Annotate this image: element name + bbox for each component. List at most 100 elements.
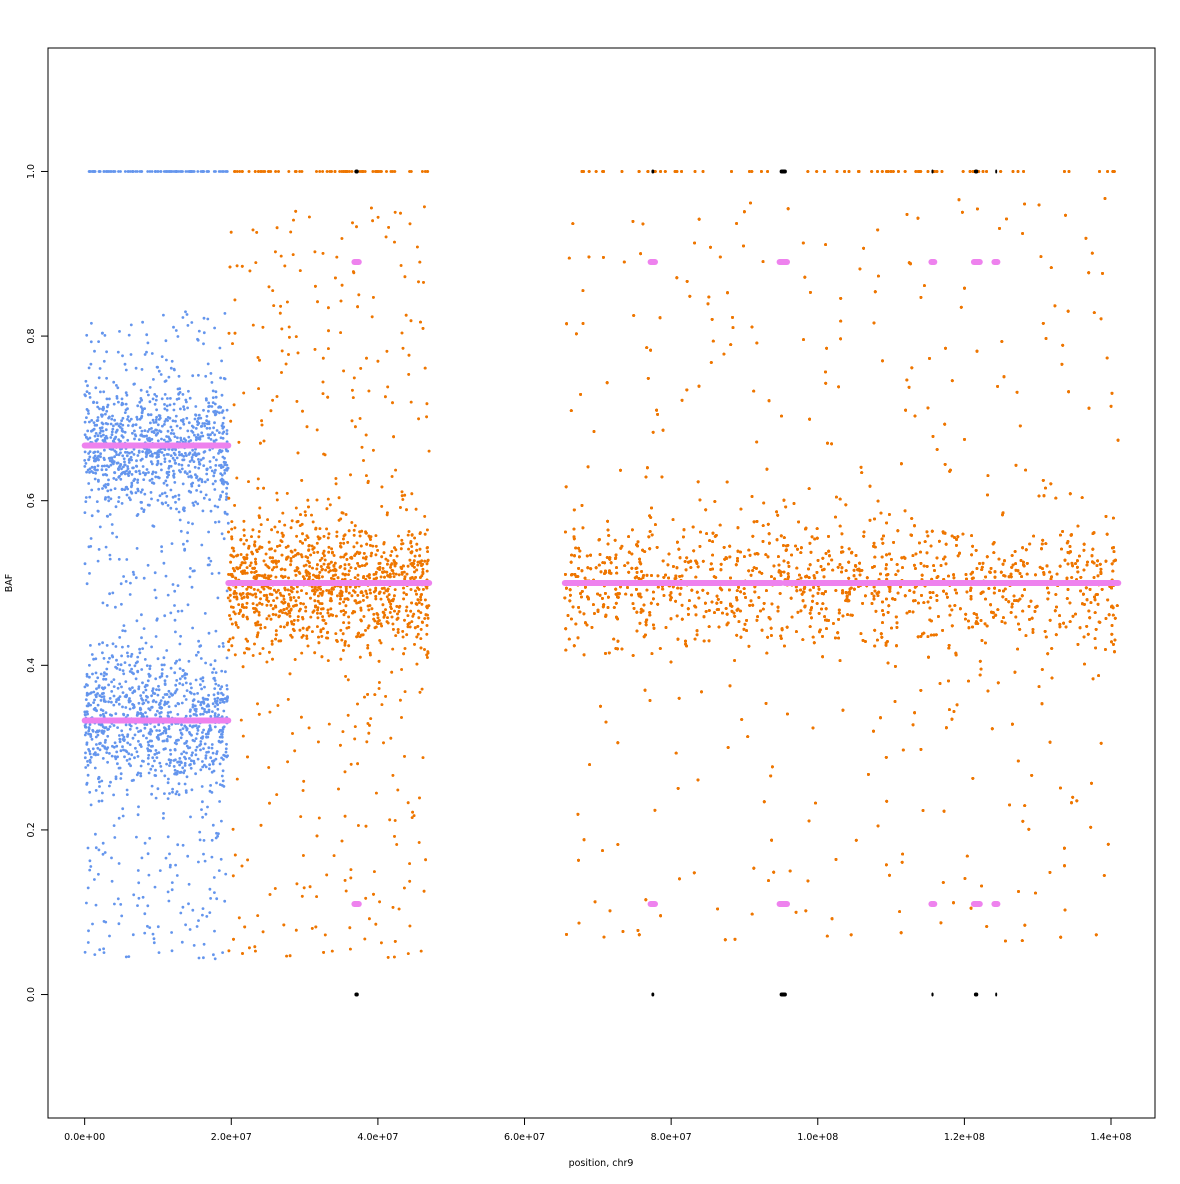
baf-point bbox=[140, 457, 144, 461]
baf-point bbox=[199, 458, 203, 462]
baf-point bbox=[93, 766, 97, 770]
baf-point bbox=[220, 756, 224, 760]
baf-point bbox=[122, 470, 126, 474]
baf-point bbox=[302, 602, 305, 606]
baf-point bbox=[155, 756, 159, 759]
baf-point bbox=[129, 417, 133, 421]
baf-point bbox=[349, 876, 353, 880]
baf-point bbox=[189, 714, 192, 718]
baf-point bbox=[109, 436, 113, 439]
baf-point bbox=[339, 299, 343, 303]
baf-point bbox=[180, 467, 184, 471]
baf-point bbox=[156, 475, 160, 479]
baf-point bbox=[295, 590, 299, 594]
baf-point bbox=[166, 890, 170, 894]
baf-point bbox=[419, 637, 423, 640]
baf-point bbox=[203, 708, 206, 711]
baf-point bbox=[86, 409, 90, 413]
baf-point bbox=[178, 453, 181, 457]
baf-point bbox=[178, 518, 182, 522]
baf-point bbox=[225, 481, 229, 484]
baf-point bbox=[163, 679, 167, 683]
baf-point bbox=[220, 669, 224, 673]
baf-point bbox=[148, 664, 152, 668]
baf-point bbox=[160, 397, 164, 401]
baf-point bbox=[87, 729, 91, 733]
baf-point bbox=[395, 554, 399, 558]
baf-point bbox=[173, 604, 176, 607]
baf-point bbox=[152, 431, 156, 434]
baf-point bbox=[185, 775, 189, 779]
baf-point bbox=[184, 725, 188, 729]
baf-point bbox=[112, 170, 116, 173]
baf-point bbox=[352, 545, 356, 549]
baf-point bbox=[157, 751, 161, 754]
baf-point bbox=[84, 766, 88, 769]
baf-point bbox=[420, 687, 424, 691]
baf-point bbox=[346, 713, 350, 717]
baf-point bbox=[151, 687, 155, 691]
baf-point bbox=[196, 729, 200, 732]
baf-point bbox=[142, 478, 146, 481]
baf-point bbox=[156, 787, 160, 791]
baf-point bbox=[175, 424, 179, 428]
baf-point bbox=[394, 468, 397, 472]
baf-point bbox=[247, 170, 251, 173]
baf-point bbox=[389, 170, 393, 173]
baf-point bbox=[207, 693, 211, 697]
baf-point bbox=[256, 620, 260, 624]
baf-point bbox=[214, 390, 218, 394]
baf-point bbox=[263, 626, 267, 629]
baf-point bbox=[183, 506, 186, 510]
baf-point bbox=[90, 488, 94, 492]
baf-point bbox=[260, 602, 264, 606]
baf-point bbox=[182, 509, 186, 513]
baf-point bbox=[90, 419, 94, 422]
baf-point bbox=[185, 689, 189, 692]
baf-point bbox=[99, 713, 102, 717]
baf-point bbox=[203, 859, 207, 863]
baf-point bbox=[213, 433, 217, 437]
baf-point bbox=[257, 170, 260, 173]
baf-point bbox=[401, 346, 405, 350]
baf-point bbox=[85, 582, 89, 586]
baf-point bbox=[156, 461, 160, 465]
baf-point bbox=[391, 622, 395, 626]
baf-point bbox=[227, 331, 231, 335]
baf-point bbox=[118, 330, 121, 333]
baf-point bbox=[121, 814, 125, 818]
baf-point bbox=[136, 418, 139, 421]
baf-point bbox=[406, 614, 410, 617]
baf-point bbox=[159, 462, 163, 466]
baf-point bbox=[374, 597, 378, 601]
baf-point bbox=[96, 434, 100, 438]
baf-point bbox=[122, 672, 126, 676]
baf-point bbox=[155, 618, 159, 622]
baf-point bbox=[121, 354, 124, 358]
baf-point bbox=[147, 873, 151, 877]
baf-point bbox=[184, 698, 188, 701]
baf-point bbox=[164, 731, 168, 735]
baf-point bbox=[163, 614, 167, 618]
baf-point bbox=[399, 547, 403, 551]
baf-point bbox=[376, 621, 379, 625]
baf-point bbox=[162, 481, 166, 485]
baf-point bbox=[88, 450, 92, 453]
baf-point bbox=[213, 687, 217, 690]
baf-point bbox=[239, 553, 243, 556]
baf-point bbox=[198, 830, 202, 834]
baf-point bbox=[321, 380, 325, 384]
baf-point bbox=[98, 170, 101, 173]
baf-point bbox=[113, 437, 117, 440]
baf-point bbox=[155, 415, 159, 419]
baf-point bbox=[148, 926, 152, 929]
baf-point bbox=[400, 538, 404, 542]
baf-point bbox=[87, 482, 91, 485]
baf-point bbox=[113, 449, 117, 453]
baf-point bbox=[424, 598, 427, 602]
baf-point bbox=[251, 552, 255, 556]
baf-point bbox=[313, 348, 317, 351]
baf-point bbox=[402, 591, 406, 595]
baf-point bbox=[202, 700, 206, 704]
